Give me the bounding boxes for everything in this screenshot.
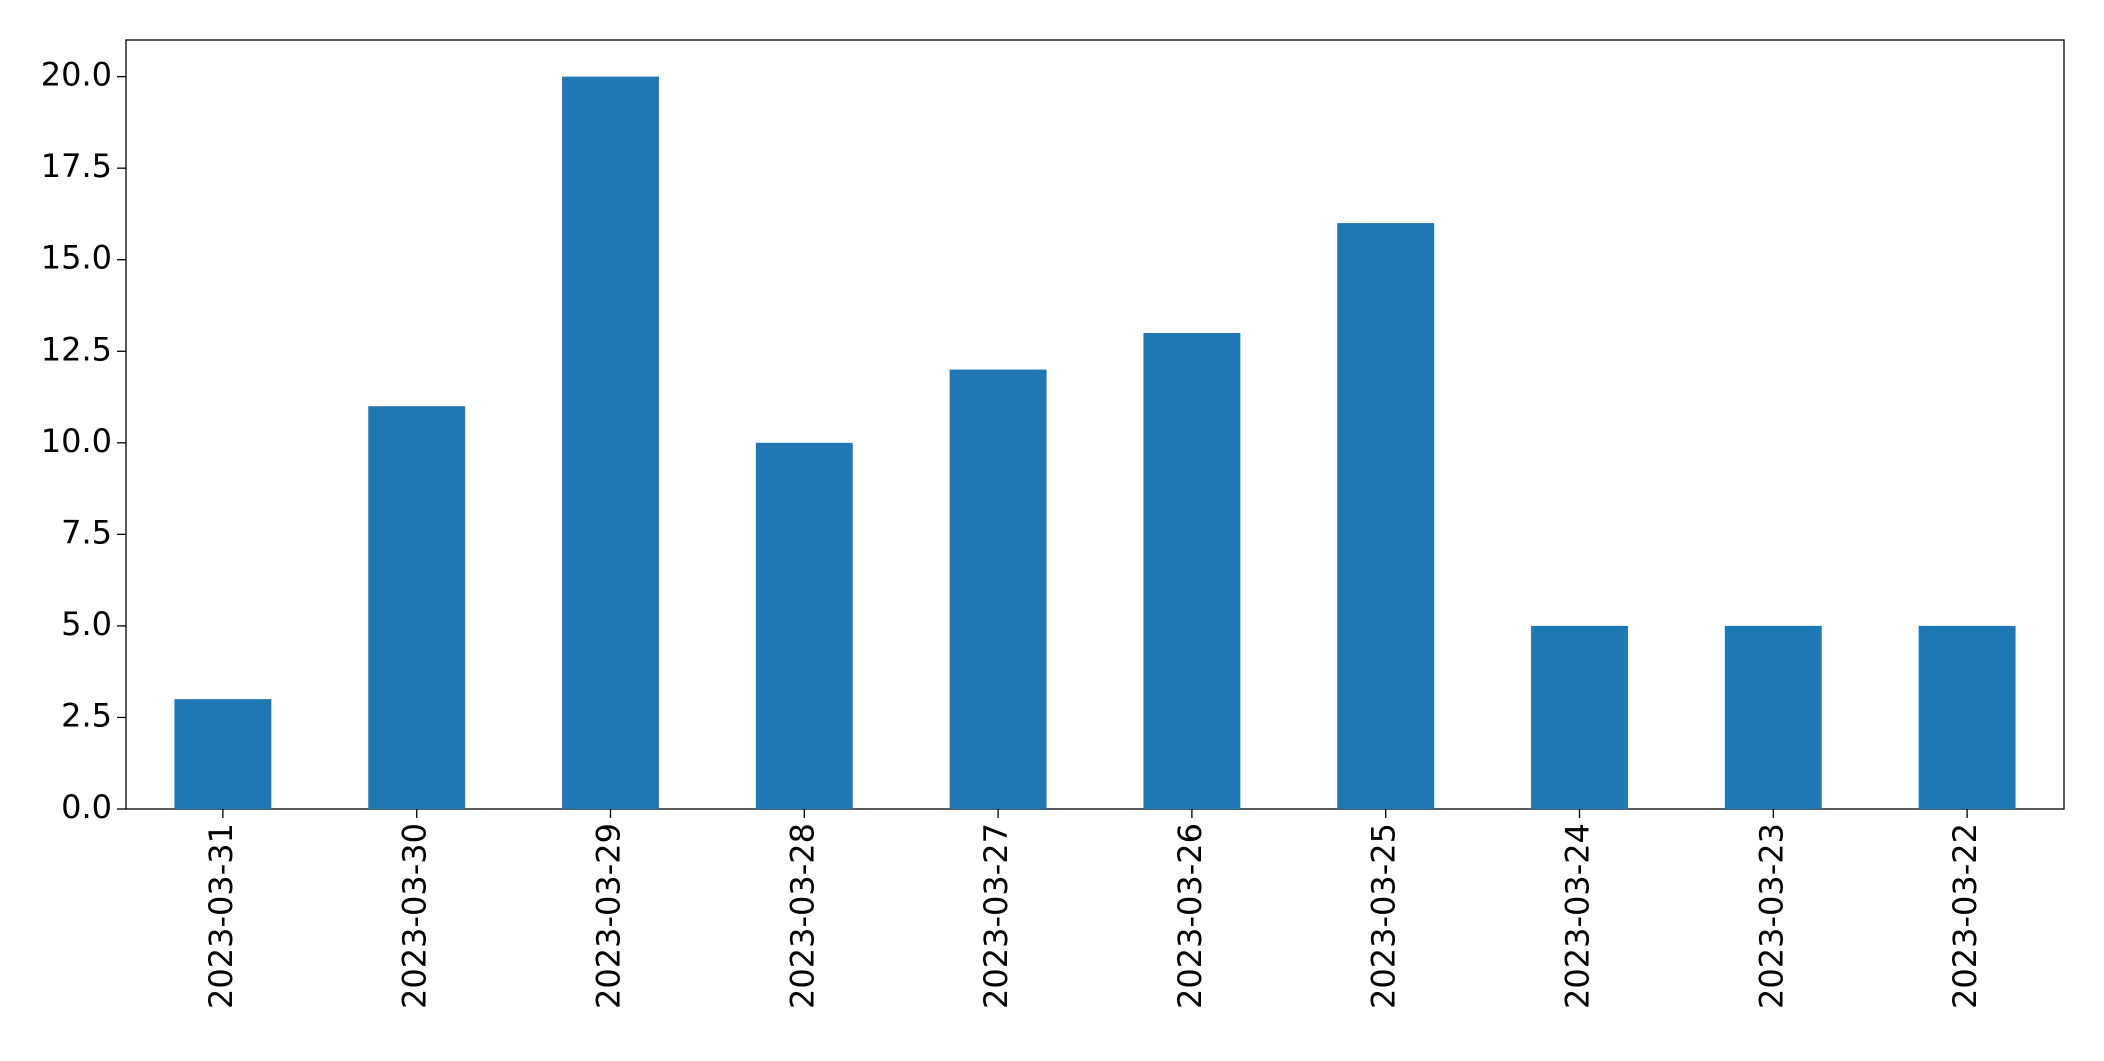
bar: [368, 406, 466, 809]
y-tick-label: 10.0: [41, 422, 112, 460]
bar: [562, 76, 659, 810]
x-tick-label: 2023-03-30: [396, 823, 434, 1009]
y-tick-label: 7.5: [61, 513, 112, 551]
bar: [755, 442, 853, 809]
x-tick-label: 2023-03-28: [783, 823, 821, 1009]
y-tick-label: 20.0: [41, 56, 112, 94]
bar: [949, 369, 1047, 809]
x-tick-label: 2023-03-26: [1171, 823, 1209, 1009]
bar: [1143, 332, 1241, 809]
x-tick-label: 2023-03-27: [977, 823, 1015, 1009]
y-tick-label: 2.5: [61, 696, 112, 734]
x-tick-label: 2023-03-23: [1752, 823, 1790, 1009]
bar: [1918, 625, 2016, 809]
x-tick-label: 2023-03-29: [590, 823, 628, 1009]
y-tick-label: 0.0: [61, 788, 112, 826]
bar: [174, 699, 272, 809]
x-tick-label: 2023-03-22: [1946, 823, 1984, 1009]
axes-frame: [125, 39, 2065, 810]
bar: [1531, 625, 1628, 809]
y-tick-label: 15.0: [41, 239, 112, 277]
x-tick-label: 2023-03-24: [1559, 823, 1597, 1009]
y-tick-label: 12.5: [41, 330, 112, 368]
y-tick-label: 17.5: [41, 147, 112, 185]
bar: [1724, 625, 1822, 809]
x-tick-label: 2023-03-31: [202, 823, 240, 1009]
bar: [1337, 223, 1435, 810]
y-tick-label: 5.0: [61, 605, 112, 643]
x-tick-label: 2023-03-25: [1365, 823, 1403, 1009]
